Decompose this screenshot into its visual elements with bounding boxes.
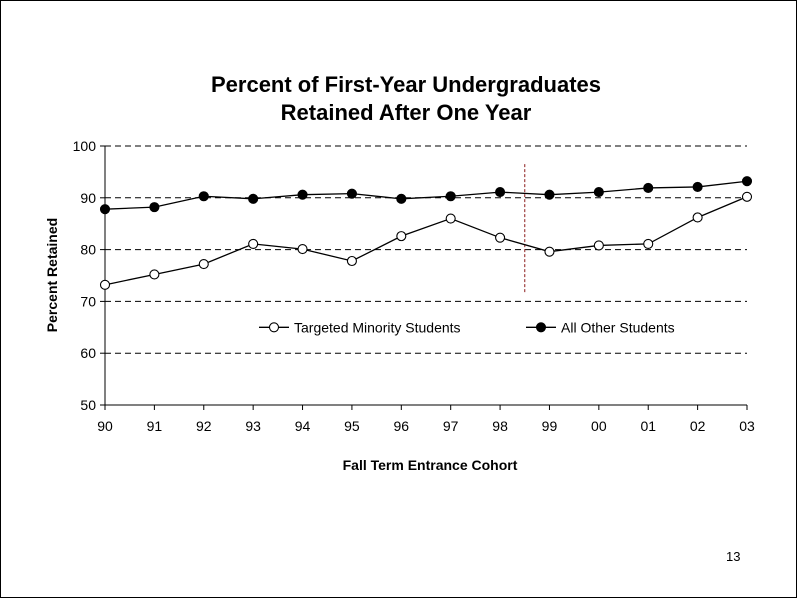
series-targeted-minority-students	[101, 192, 752, 289]
y-tick-label-100: 100	[73, 138, 97, 154]
legend-item-targeted-minority-students: Targeted Minority Students	[259, 319, 461, 335]
data-point-targeted-minority-students-98	[496, 233, 505, 242]
data-point-all-other-students-94	[298, 190, 307, 199]
x-tick-label-97: 97	[443, 418, 459, 434]
y-tick-label-90: 90	[80, 190, 96, 206]
x-tick-label-00: 00	[591, 418, 607, 434]
data-point-all-other-students-00	[594, 188, 603, 197]
data-point-targeted-minority-students-95	[347, 256, 356, 265]
x-tick-label-03: 03	[739, 418, 755, 434]
data-point-targeted-minority-students-97	[446, 214, 455, 223]
data-point-targeted-minority-students-90	[101, 280, 110, 289]
y-tick-label-80: 80	[80, 242, 96, 258]
data-point-targeted-minority-students-91	[150, 270, 159, 279]
legend: Targeted Minority Students All Other Stud…	[259, 319, 675, 335]
legend-label-all-other-students: All Other Students	[561, 319, 675, 335]
x-tick-label-98: 98	[492, 418, 508, 434]
x-tick-label-02: 02	[690, 418, 706, 434]
data-point-all-other-students-99	[545, 190, 554, 199]
x-tick-label-01: 01	[640, 418, 656, 434]
series-all-other-students	[101, 177, 752, 214]
data-point-all-other-students-93	[249, 194, 258, 203]
x-tick-label-94: 94	[295, 418, 311, 434]
axes: 50 60 70 80 90 100 90 91 92 93 94 95 96 97 98 99 00 01 02 0…	[73, 138, 755, 434]
data-point-targeted-minority-students-99	[545, 247, 554, 256]
data-point-targeted-minority-students-94	[298, 245, 307, 254]
data-point-targeted-minority-students-03	[743, 192, 752, 201]
data-point-targeted-minority-students-92	[199, 260, 208, 269]
page-number: 13	[726, 549, 756, 564]
data-point-all-other-students-92	[199, 192, 208, 201]
series	[101, 177, 752, 290]
y-tick-label-50: 50	[80, 397, 96, 413]
x-tick-label-95: 95	[344, 418, 360, 434]
y-tick-label-70: 70	[80, 293, 96, 309]
legend-label-targeted-minority-students: Targeted Minority Students	[294, 319, 461, 335]
x-tick-label-93: 93	[245, 418, 261, 434]
x-tick-label-90: 90	[97, 418, 113, 434]
data-point-targeted-minority-students-96	[397, 232, 406, 241]
x-tick-label-99: 99	[542, 418, 558, 434]
x-tick-label-92: 92	[196, 418, 212, 434]
data-point-all-other-students-98	[496, 188, 505, 197]
data-point-all-other-students-96	[397, 194, 406, 203]
data-point-targeted-minority-students-02	[693, 213, 702, 222]
x-tick-label-96: 96	[394, 418, 410, 434]
x-tick-label-91: 91	[147, 418, 163, 434]
legend-item-all-other-students: All Other Students	[526, 319, 675, 335]
data-point-targeted-minority-students-00	[594, 241, 603, 250]
data-point-all-other-students-02	[693, 182, 702, 191]
data-point-targeted-minority-students-01	[644, 239, 653, 248]
y-tick-label-60: 60	[80, 345, 96, 361]
data-point-targeted-minority-students-93	[249, 239, 258, 248]
data-point-all-other-students-03	[743, 177, 752, 186]
legend-marker-targeted-minority-students	[270, 323, 279, 332]
legend-marker-all-other-students	[537, 323, 546, 332]
data-point-all-other-students-91	[150, 203, 159, 212]
data-point-all-other-students-95	[347, 189, 356, 198]
x-axis-title: Fall Term Entrance Cohort	[343, 457, 518, 473]
data-point-all-other-students-97	[446, 192, 455, 201]
y-axis-title: Percent Retained	[44, 218, 60, 332]
data-point-all-other-students-01	[644, 183, 653, 192]
data-point-all-other-students-90	[101, 205, 110, 214]
